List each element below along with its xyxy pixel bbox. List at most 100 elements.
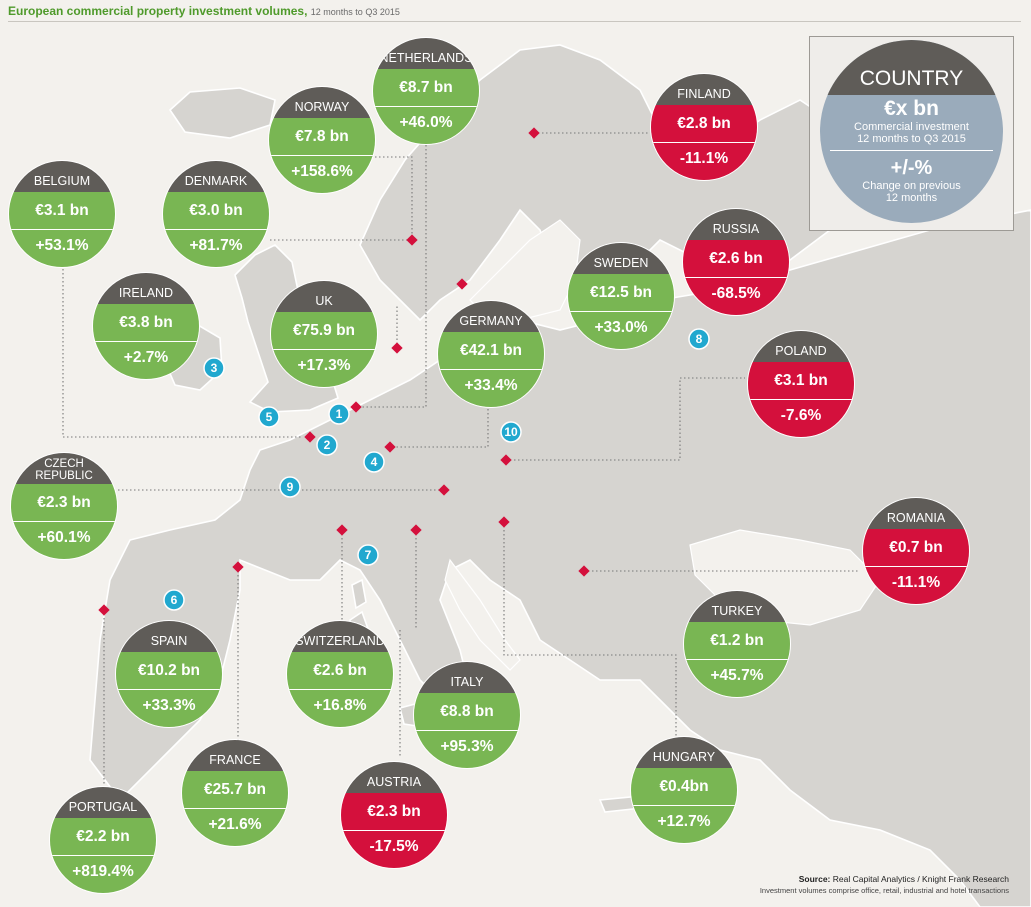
country-bubble-france: FRANCE €25.7 bn +21.6%	[181, 739, 289, 847]
marker-finland	[528, 127, 540, 139]
country-bubble-romania: ROMANIA €0.7 bn -11.1%	[862, 497, 970, 605]
country-bubble-poland: POLAND €3.1 bn -7.6%	[747, 330, 855, 438]
country-name: RUSSIA	[683, 209, 789, 240]
country-value: €75.9 bn	[271, 312, 377, 350]
svg-text:4: 4	[371, 455, 378, 469]
country-name: DENMARK	[163, 161, 269, 192]
country-name: POLAND	[748, 331, 854, 362]
country-name: SPAIN	[116, 621, 222, 652]
badge-9: 9	[279, 476, 301, 498]
country-value: €0.4bn	[631, 768, 737, 806]
country-value: €2.3 bn	[341, 793, 447, 831]
marker-denmark	[391, 342, 403, 354]
country-name: AUSTRIA	[341, 762, 447, 793]
country-bubble-hungary: HUNGARY €0.4bn +12.7%	[630, 736, 738, 844]
country-value: €42.1 bn	[438, 332, 544, 370]
country-value: €8.7 bn	[373, 69, 479, 107]
country-change: +81.7%	[163, 230, 269, 267]
svg-text:5: 5	[266, 410, 273, 424]
country-value: €2.8 bn	[651, 105, 757, 143]
country-name: FINLAND	[651, 74, 757, 105]
svg-text:1: 1	[336, 407, 343, 421]
svg-text:3: 3	[211, 361, 218, 375]
country-name: FRANCE	[182, 740, 288, 771]
country-bubble-netherlands: NETHERLANDS €8.7 bn +46.0%	[372, 37, 480, 145]
legend-bubble: COUNTRY €x bn Commercial investment 12 m…	[820, 40, 1003, 223]
country-value: €10.2 bn	[116, 652, 222, 690]
numbered-badges: 1 2 3 4 5 6 7 8 9 10	[163, 328, 710, 611]
country-bubble-uk: UK €75.9 bn +17.3%	[270, 280, 378, 388]
country-bubble-germany: GERMANY €42.1 bn +33.4%	[437, 300, 545, 408]
country-value: €2.6 bn	[683, 240, 789, 278]
country-change: +53.1%	[9, 230, 115, 267]
country-name: CZECH REPUBLIC	[11, 453, 117, 484]
source-label: Source:	[798, 874, 831, 884]
country-value: €3.0 bn	[163, 192, 269, 230]
marker-austria	[410, 524, 422, 536]
country-change: -11.1%	[863, 567, 969, 604]
source-footnote: Investment volumes comprise office, reta…	[759, 886, 1009, 895]
country-name: GERMANY	[438, 301, 544, 332]
badge-3: 3	[203, 357, 225, 379]
country-change: +12.7%	[631, 806, 737, 843]
country-name: TURKEY	[684, 591, 790, 622]
marker-belgium	[304, 431, 316, 443]
country-value: €2.2 bn	[50, 818, 156, 856]
country-change: +33.3%	[116, 690, 222, 727]
title-main: European commercial property investment …	[8, 4, 308, 18]
country-bubble-spain: SPAIN €10.2 bn +33.3%	[115, 620, 223, 728]
corsica-land	[351, 578, 367, 610]
legend-value: €x bn	[884, 97, 939, 120]
country-name: NETHERLANDS	[373, 38, 479, 69]
country-value: €7.8 bn	[269, 118, 375, 156]
svg-text:9: 9	[287, 480, 294, 494]
country-bubble-norway: NORWAY €7.8 bn +158.6%	[268, 86, 376, 194]
country-value: €3.1 bn	[748, 362, 854, 400]
country-change: +33.0%	[568, 312, 674, 349]
country-value: €8.8 bn	[414, 693, 520, 731]
svg-text:8: 8	[696, 332, 703, 346]
country-name: SWITZERLAND	[287, 621, 393, 652]
country-bubble-belgium: BELGIUM €3.1 bn +53.1%	[8, 160, 116, 268]
chart-title: European commercial property investment …	[8, 4, 400, 18]
marker-poland	[500, 454, 512, 466]
country-value: €1.2 bn	[684, 622, 790, 660]
svg-text:7: 7	[365, 548, 372, 562]
badge-10: 10	[500, 421, 522, 443]
country-bubble-italy: ITALY €8.8 bn +95.3%	[413, 661, 521, 769]
country-change: -7.6%	[748, 400, 854, 437]
marker-norway	[406, 234, 418, 246]
marker-romania	[578, 565, 590, 577]
country-value: €3.1 bn	[9, 192, 115, 230]
country-bubble-finland: FINLAND €2.8 bn -11.1%	[650, 73, 758, 181]
country-name: BELGIUM	[9, 161, 115, 192]
country-value: €3.8 bn	[93, 304, 199, 342]
country-change: +60.1%	[11, 522, 117, 559]
title-divider	[8, 21, 1021, 22]
country-bubble-ireland: IRELAND €3.8 bn +2.7%	[92, 272, 200, 380]
country-change: +17.3%	[271, 350, 377, 387]
source-text: Real Capital Analytics / Knight Frank Re…	[832, 874, 1009, 884]
country-change: +819.4%	[50, 856, 156, 893]
legend-divider	[830, 150, 993, 151]
marker-switzerland	[336, 524, 348, 536]
country-bubble-turkey: TURKEY €1.2 bn +45.7%	[683, 590, 791, 698]
country-change: +45.7%	[684, 660, 790, 697]
country-change: +2.7%	[93, 342, 199, 379]
country-change: +158.6%	[269, 156, 375, 193]
country-value: €12.5 bn	[568, 274, 674, 312]
country-name: ROMANIA	[863, 498, 969, 529]
marker-germany	[384, 441, 396, 453]
country-change: +95.3%	[414, 731, 520, 768]
svg-text:10: 10	[504, 425, 518, 439]
country-change: +46.0%	[373, 107, 479, 144]
country-change: +21.6%	[182, 809, 288, 846]
country-name: SWEDEN	[568, 243, 674, 274]
badge-8: 8	[688, 328, 710, 350]
country-change: -68.5%	[683, 278, 789, 315]
country-value: €2.6 bn	[287, 652, 393, 690]
leader-lines	[62, 132, 860, 785]
iceland-land	[168, 87, 276, 139]
country-bubble-switzerland: SWITZERLAND €2.6 bn +16.8%	[286, 620, 394, 728]
source-note: Source: Real Capital Analytics / Knight …	[760, 873, 1009, 897]
